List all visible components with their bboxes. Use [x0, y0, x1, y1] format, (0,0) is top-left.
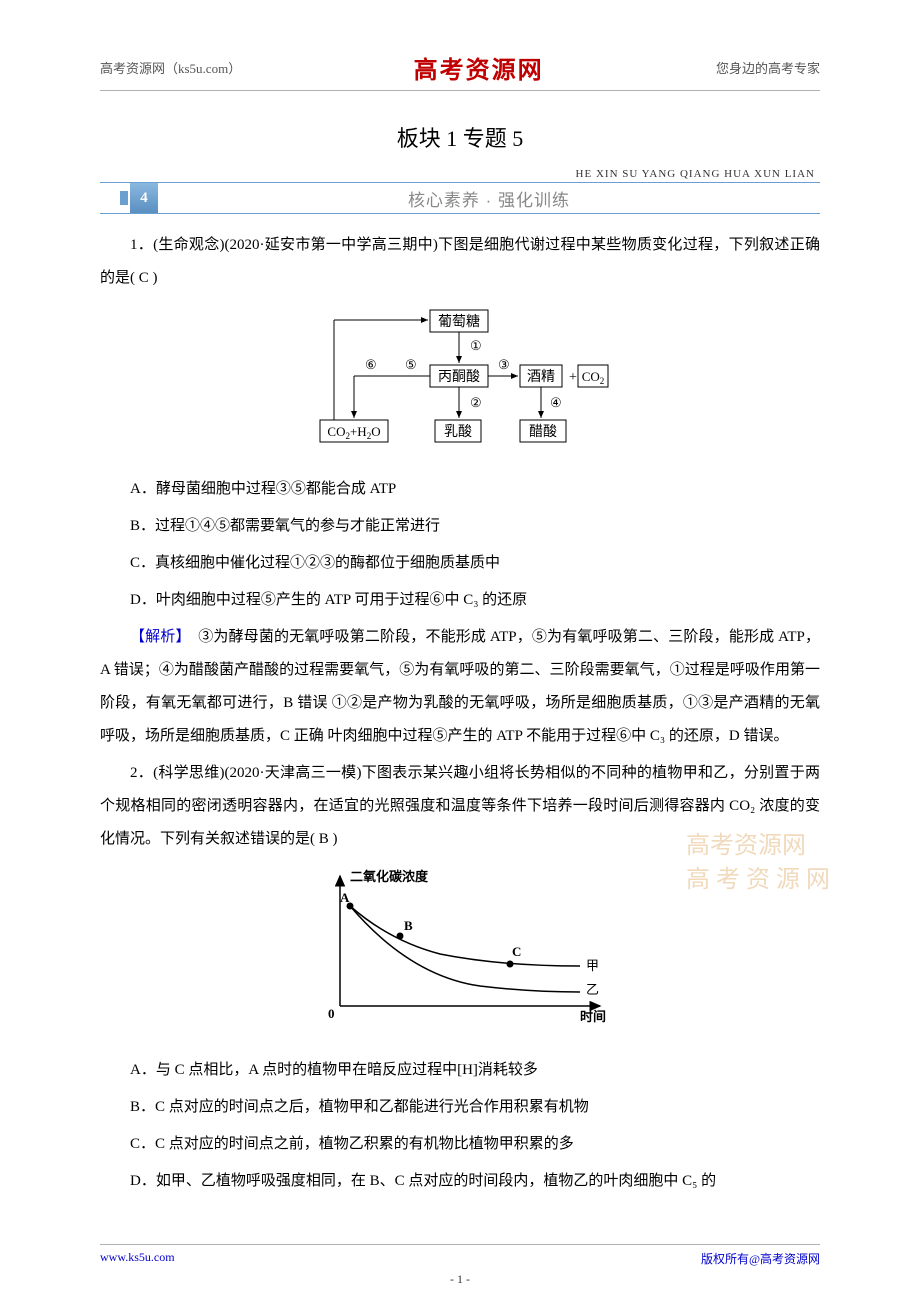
- section-label: 核心素养 · 强化训练: [158, 186, 820, 211]
- series-jia: 甲: [586, 958, 599, 973]
- q2-opt-c: C．C 点对应的时间点之前，植物乙积累的有机物比植物甲积累的多: [100, 1128, 820, 1161]
- plus-sign: +: [569, 370, 577, 385]
- point-b: B: [404, 918, 413, 933]
- xlabel: 时间: [580, 1009, 606, 1024]
- q1-opt-a: A．酵母菌细胞中过程③⑤都能合成 ATP: [100, 473, 820, 506]
- q1-explain-text: ③为酵母菌的无氧呼吸第二阶段，不能形成 ATP，⑤为有氧呼吸第二、三阶段，能形成…: [100, 629, 820, 744]
- page-title: 板块 1 专题 5: [100, 121, 820, 153]
- lbl-6: ⑥: [365, 357, 377, 372]
- node-co2: CO2: [582, 369, 605, 386]
- lbl-2: ②: [470, 395, 482, 410]
- q2-stem: 2．(科学思维)(2020·天津高三一模)下图表示某兴趣小组将长势相似的不同种的…: [100, 757, 820, 856]
- q1-explain: 【解析】 ③为酵母菌的无氧呼吸第二阶段，不能形成 ATP，⑤为有氧呼吸第二、三阶…: [100, 621, 820, 753]
- node-alcohol: 酒精: [527, 369, 555, 385]
- lbl-3: ③: [498, 357, 510, 372]
- node-acetic: 醋酸: [529, 424, 557, 440]
- page-header: 高考资源网（ks5u.com） 高考资源网 您身边的高考专家: [100, 0, 820, 91]
- header-logo: 高考资源网: [414, 50, 544, 85]
- footer-url: www.ks5u.com: [100, 1250, 175, 1267]
- q1-stem: 1．(生命观念)(2020·延安市第一中学高三期中)下图是细胞代谢过程中某些物质…: [100, 229, 820, 295]
- flowchart-svg: 葡萄糖 丙酮酸 酒精 + CO2 乳酸 醋酸 CO2+H2O: [310, 305, 610, 445]
- section-banner: HE XIN SU YANG QIANG HUA XUN LIAN 4 核心素养…: [100, 168, 820, 214]
- header-right: 您身边的高考专家: [716, 58, 820, 77]
- q2-opt-a: A．与 C 点相比，A 点时的植物甲在暗反应过程中[H]消耗较多: [100, 1054, 820, 1087]
- point-a: A: [340, 890, 350, 905]
- point-c: C: [512, 944, 521, 959]
- section-pinyin: HE XIN SU YANG QIANG HUA XUN LIAN: [100, 168, 820, 183]
- node-lactic: 乳酸: [444, 424, 472, 440]
- node-pyruvate: 丙酮酸: [438, 369, 480, 385]
- origin: 0: [328, 1006, 335, 1021]
- q2-opt-d: D．如甲、乙植物呼吸强度相同，在 B、C 点对应的时间段内，植物乙的叶肉细胞中 …: [100, 1165, 820, 1198]
- footer-copyright: 版权所有@高考资源网: [701, 1250, 820, 1267]
- lbl-4: ④: [550, 395, 562, 410]
- section-row: 4 核心素养 · 强化训练: [100, 183, 820, 214]
- explain-label: 【解析】: [130, 629, 183, 645]
- page-footer: www.ks5u.com 版权所有@高考资源网: [100, 1244, 820, 1267]
- content-area: 板块 1 专题 5 HE XIN SU YANG QIANG HUA XUN L…: [0, 91, 920, 1198]
- q2-opt-b: B．C 点对应的时间点之后，植物甲和乙都能进行光合作用积累有机物: [100, 1091, 820, 1124]
- lbl-5: ⑤: [405, 357, 417, 372]
- lbl-1: ①: [470, 338, 482, 353]
- node-co2h2o: CO2+H2O: [327, 424, 380, 441]
- ylabel: 二氧化碳浓度: [350, 869, 429, 884]
- line-chart-svg: 二氧化碳浓度 时间 0 甲 乙 A B C: [300, 866, 620, 1026]
- q1-opt-b: B．过程①④⑤都需要氧气的参与才能正常进行: [100, 510, 820, 543]
- q1-opt-c: C．真核细胞中催化过程①②③的酶都位于细胞质基质中: [100, 547, 820, 580]
- header-left: 高考资源网（ks5u.com）: [100, 58, 241, 77]
- q2-chart: 二氧化碳浓度 时间 0 甲 乙 A B C: [100, 866, 820, 1039]
- body-text: 1．(生命观念)(2020·延安市第一中学高三期中)下图是细胞代谢过程中某些物质…: [100, 229, 820, 1198]
- q1-opt-d: D．叶肉细胞中过程⑤产生的 ATP 可用于过程⑥中 C₃ 的还原: [100, 584, 820, 617]
- series-yi: 乙: [586, 982, 599, 997]
- q1-diagram: 葡萄糖 丙酮酸 酒精 + CO2 乳酸 醋酸 CO2+H2O: [100, 305, 820, 458]
- section-badge: 4: [130, 183, 158, 213]
- page-number: - 1 -: [0, 1272, 920, 1287]
- node-glucose: 葡萄糖: [438, 314, 480, 330]
